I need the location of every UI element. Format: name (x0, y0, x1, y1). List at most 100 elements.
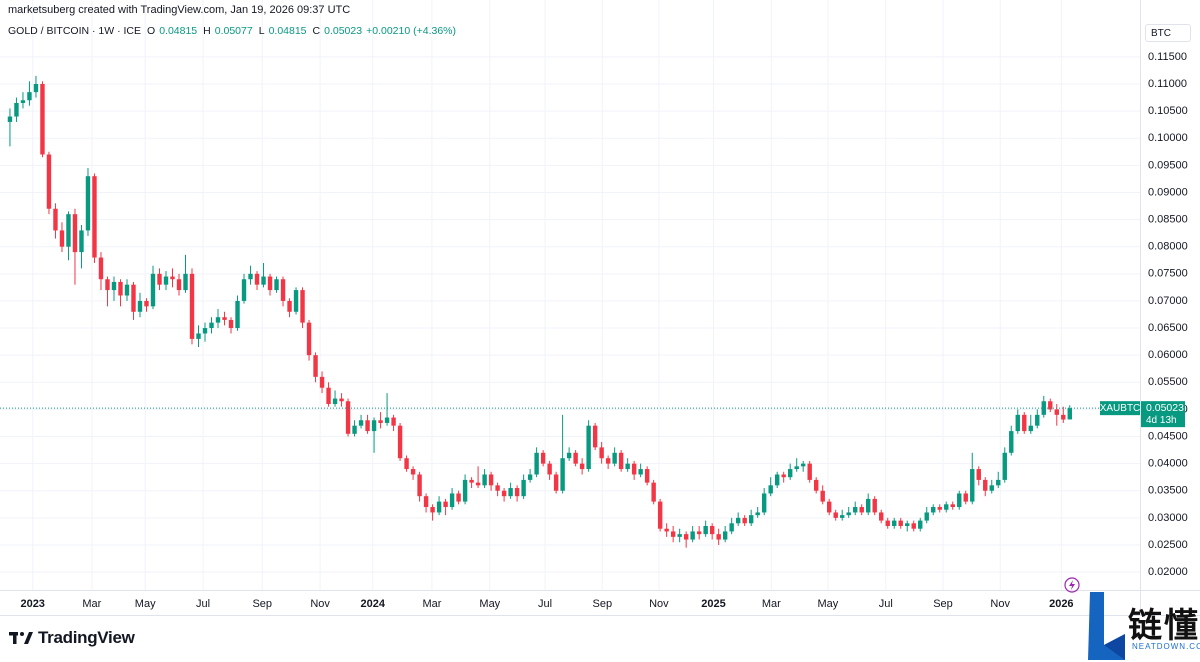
candle-body (228, 319, 234, 329)
candle-body (722, 531, 728, 540)
candle-body (846, 512, 851, 516)
candle-body (313, 355, 318, 377)
candle-body (391, 417, 396, 426)
symbol-tag (1100, 401, 1140, 416)
candle-body (592, 425, 598, 448)
candle-body (261, 276, 266, 285)
candle-body (1048, 401, 1053, 410)
candle-body (1015, 414, 1020, 432)
y-tick-label: 0.06000 (1148, 349, 1188, 361)
candle-body (105, 279, 110, 291)
candle-body (521, 479, 526, 497)
candle-body (215, 317, 221, 323)
candle-body (183, 273, 188, 291)
candle-body (475, 482, 481, 486)
legend-value: 0.04815 (159, 25, 198, 37)
y-tick-label: 0.07500 (1148, 268, 1188, 280)
candle-body (397, 425, 403, 459)
x-tick-label: Mar (422, 598, 441, 610)
candle-body (716, 534, 721, 540)
candle-body (144, 300, 149, 307)
candle-body (345, 401, 351, 434)
candle-body (287, 300, 292, 312)
candle-body (14, 102, 19, 117)
y-tick-label: 0.09500 (1148, 159, 1188, 171)
candle-body (1041, 401, 1046, 415)
candle-body (358, 420, 364, 426)
x-tick-label: Mar (82, 598, 101, 610)
candle-body (254, 273, 260, 285)
candle-body (553, 474, 559, 491)
candle-body (540, 452, 546, 464)
candle-body (735, 517, 741, 524)
candle-body (781, 474, 786, 478)
candle-body (514, 488, 520, 497)
candle-body (905, 523, 910, 527)
candle-body (274, 279, 279, 291)
candle-body (703, 526, 708, 535)
candle-body (768, 485, 773, 494)
candle-body (774, 474, 780, 486)
candle-body (124, 284, 130, 296)
candle-body (748, 515, 754, 524)
candle-body (918, 520, 923, 529)
candle-body (430, 507, 435, 513)
candle-body (800, 463, 806, 467)
candle-body (469, 479, 474, 483)
y-tick-label: 0.05500 (1148, 376, 1188, 388)
legend-value: 0.05023 (324, 25, 363, 37)
candle-body (300, 290, 305, 323)
candle-body (131, 284, 136, 312)
candle-body (696, 531, 702, 535)
logo-text: TradingView (38, 628, 135, 647)
candle-body (417, 474, 422, 497)
candle-body (1002, 452, 1007, 480)
legend-change: +0.00210 (+4.36%) (366, 25, 456, 37)
candle-body (111, 281, 117, 291)
candle-body (157, 273, 162, 285)
x-tick-label: 2026 (1049, 598, 1073, 610)
candle-body (163, 276, 169, 285)
candle-body (983, 479, 988, 491)
candle-body (1035, 414, 1040, 426)
candle-body (931, 507, 936, 513)
y-tick-label: 0.03500 (1148, 485, 1188, 497)
candle-body (547, 463, 552, 475)
x-tick-label: Sep (592, 598, 612, 610)
candle-body (456, 493, 461, 502)
candle-body (365, 420, 370, 432)
candle-body (898, 520, 903, 527)
candle-body (950, 504, 955, 508)
candle-body (683, 534, 689, 540)
x-tick-label: May (479, 598, 500, 610)
candle-body (664, 528, 669, 532)
y-tick-label: 0.08000 (1148, 241, 1188, 253)
candle-body (306, 322, 312, 356)
watermark-site: NEATDOWN.COM (1132, 642, 1200, 651)
grid (0, 0, 1140, 590)
x-tick-label: Mar (762, 598, 781, 610)
candle-body (1009, 431, 1014, 453)
candle-body (339, 398, 344, 402)
alert-icon[interactable] (1064, 577, 1080, 593)
candle-body (794, 466, 799, 470)
y-tick-label: 0.04500 (1148, 430, 1188, 442)
candle-body (625, 463, 630, 470)
y-tick-label: 0.10500 (1148, 105, 1188, 117)
candle-body (872, 498, 877, 513)
x-tick-label: 2024 (361, 598, 386, 610)
tradingview-logo-icon (9, 632, 33, 644)
candle-body (384, 417, 390, 423)
candle-body (885, 520, 890, 527)
candle-body (631, 463, 637, 475)
candle-body (72, 214, 78, 253)
candle-body (79, 230, 84, 253)
legend-key: O (147, 25, 156, 37)
legend-key: C (312, 25, 321, 37)
x-tick-label: Nov (649, 598, 669, 610)
candle-body (118, 281, 123, 296)
currency-button[interactable]: BTC (1145, 24, 1191, 42)
y-tick-label: 0.04000 (1148, 458, 1188, 470)
